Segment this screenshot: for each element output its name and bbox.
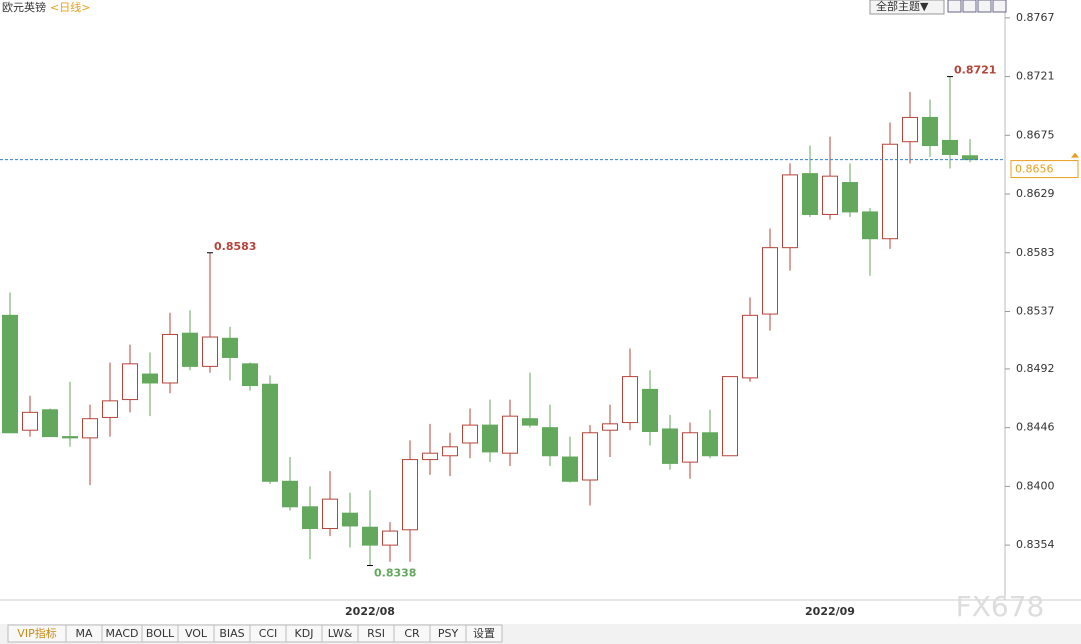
candle-body — [902, 116, 918, 143]
candle-body — [862, 211, 878, 240]
candle-body — [62, 436, 78, 439]
tab-label[interactable]: BIAS — [219, 627, 244, 640]
icon[interactable] — [962, 0, 977, 13]
tab-label[interactable]: LW& — [328, 627, 353, 640]
candle-body — [122, 363, 138, 401]
tab[interactable] — [465, 624, 503, 643]
candle-body — [602, 423, 618, 431]
candle-body — [742, 314, 758, 379]
y-tick-label: 0.8721 — [1016, 70, 1055, 83]
annotation: 0.8338 — [374, 567, 416, 580]
tab-label[interactable]: PSY — [438, 627, 459, 640]
candle-body — [802, 173, 818, 215]
candle-body — [282, 480, 298, 508]
candle-body — [202, 336, 218, 367]
candle-body — [582, 432, 598, 481]
period: <日线> — [50, 0, 90, 14]
tab-label[interactable]: VOL — [185, 627, 208, 640]
y-tick-label: 0.8400 — [1016, 479, 1055, 492]
candle-body — [42, 409, 58, 438]
tab-label[interactable]: KDJ — [295, 627, 314, 640]
x-tick-label: 2022/09 — [805, 605, 855, 618]
price-arrow — [1071, 152, 1079, 158]
candle-body — [562, 456, 578, 482]
candle-body — [82, 418, 98, 439]
candle-body — [342, 512, 358, 527]
theme-button-label[interactable]: 全部主题▼ — [876, 0, 929, 13]
candle-body — [442, 446, 458, 457]
candle-body — [662, 428, 678, 464]
candle-body — [682, 432, 698, 463]
candle-body — [882, 143, 898, 240]
toolbar-icons — [947, 0, 1007, 13]
candle-body — [142, 373, 158, 384]
candle-body — [382, 530, 398, 546]
candle-body — [402, 459, 418, 531]
annotation: 0.8583 — [214, 240, 256, 253]
y-tick-label: 0.8629 — [1016, 187, 1055, 200]
tab-label[interactable]: RSI — [367, 627, 385, 640]
candle-body — [942, 139, 958, 155]
candle-body — [322, 498, 338, 530]
y-tick-label: 0.8675 — [1016, 128, 1055, 141]
candle-body — [842, 182, 858, 213]
tab-label[interactable]: BOLL — [146, 627, 175, 640]
watermark: FX678 — [956, 590, 1045, 623]
last-price-label: 0.8656 — [1015, 163, 1054, 176]
icon[interactable] — [977, 0, 992, 13]
y-tick-label: 0.8446 — [1016, 421, 1055, 434]
y-tick-label: 0.8767 — [1016, 11, 1055, 24]
icon[interactable] — [992, 0, 1007, 13]
candle-body — [922, 116, 938, 147]
candle-body — [962, 155, 978, 161]
candle-body — [622, 376, 638, 424]
symbol: 欧元英镑 — [2, 0, 46, 14]
last-price-box — [1010, 160, 1079, 179]
candle-body — [822, 175, 838, 215]
candle-body — [702, 432, 718, 457]
tab-label[interactable]: 设置 — [473, 627, 495, 640]
candle-body — [782, 174, 798, 249]
tab-label[interactable]: CR — [404, 627, 420, 640]
tab-label[interactable]: VIP指标 — [17, 626, 56, 640]
candle-body — [462, 424, 478, 444]
candle-body — [362, 526, 378, 546]
candle-body — [542, 427, 558, 457]
candle-body — [642, 388, 658, 432]
candle-body — [22, 411, 38, 431]
candle-body — [222, 337, 238, 358]
tab-label[interactable]: CCI — [259, 627, 278, 640]
y-tick-label: 0.8354 — [1016, 538, 1055, 551]
icon[interactable] — [947, 0, 962, 13]
candle-body — [482, 424, 498, 453]
y-tick-label: 0.8492 — [1016, 362, 1055, 375]
candle-body — [262, 383, 278, 482]
y-tick-label: 0.8583 — [1016, 246, 1055, 259]
candle-body — [2, 314, 18, 434]
candle-body — [182, 332, 198, 367]
candle-body — [422, 452, 438, 461]
candle-body — [522, 418, 538, 426]
candle-body — [102, 400, 118, 418]
candle-body — [502, 415, 518, 454]
candle-body — [302, 506, 318, 530]
candle-body — [762, 247, 778, 315]
annotation: 0.8721 — [954, 64, 996, 77]
theme-button[interactable] — [869, 0, 945, 15]
candle-body — [722, 376, 738, 457]
candle-body — [162, 333, 178, 384]
tab-label[interactable]: MA — [75, 627, 92, 640]
x-tick-label: 2022/08 — [345, 605, 395, 618]
candle-body — [242, 363, 258, 387]
tab-label[interactable]: MACD — [106, 627, 139, 640]
y-tick-label: 0.8537 — [1016, 304, 1055, 317]
